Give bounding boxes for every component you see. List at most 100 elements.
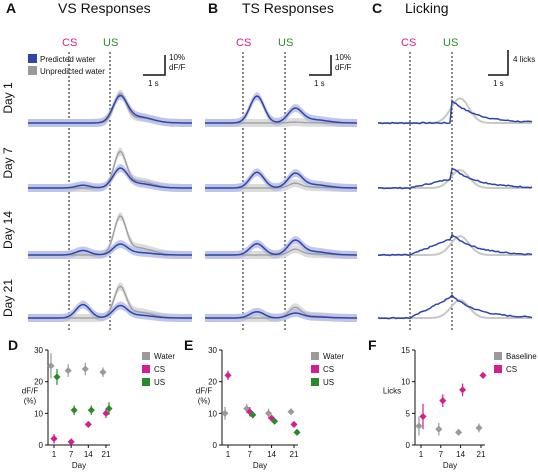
- panel-d-ytick-label-30: 30: [34, 346, 43, 355]
- trace-b-day-14-predicted-line: [205, 239, 357, 256]
- panel-f-ytick-label-10: 10: [401, 378, 410, 387]
- scalebar-b-y: 10%: [335, 53, 351, 62]
- panel-e-water-point-1: [221, 409, 229, 417]
- us-label-b: US: [278, 37, 293, 49]
- panel-d-legend-label-us: US: [154, 378, 165, 387]
- panel-f-cs-point-14: [459, 386, 467, 394]
- panel-e-water-point-14: [265, 409, 273, 417]
- panel-e-xtick-label-7: 7: [248, 450, 253, 459]
- panel-d-xtick-label-14: 14: [84, 450, 93, 459]
- panel-f-baseline-point-21: [475, 424, 483, 432]
- trace-a-day-21-predicted-band: [28, 300, 192, 322]
- panel-e-legend-swatch-us: [311, 378, 319, 386]
- panel-e-ytick-label-10: 10: [208, 409, 217, 418]
- panel-d-ytick-label-20: 20: [34, 378, 43, 387]
- panel-f-legend-label-cs: CS: [506, 365, 517, 374]
- panel-d-legend-swatch-water: [142, 352, 150, 360]
- panel-d-water-point-21: [99, 368, 107, 376]
- panel-e-xtick-label-14: 14: [267, 450, 276, 459]
- legend-swatch-unpredicted: [28, 66, 37, 75]
- panel-f-baseline-point-1: [415, 422, 423, 430]
- panel-e-xtick-label-21: 21: [290, 450, 299, 459]
- panel-title-a: VS Responses: [58, 0, 151, 16]
- panel-letter-a: A: [6, 0, 16, 16]
- panel-e-ytick-label-30: 30: [208, 346, 217, 355]
- cs-label-c: CS: [401, 37, 416, 49]
- panel-e-cs-point-21: [290, 420, 298, 428]
- panel-d-xlabel: Day: [72, 461, 86, 470]
- panel-f-xtick-label-7: 7: [439, 450, 444, 459]
- panel-d-ylabel: (%): [24, 397, 37, 406]
- panel-d-legend-label-cs: CS: [154, 365, 165, 374]
- cs-label-a: CS: [62, 37, 77, 49]
- panel-e-legend-label-water: Water: [323, 352, 344, 361]
- day-label-14: Day 14: [1, 211, 15, 249]
- panel-f-xtick-label-21: 21: [477, 450, 486, 459]
- scalebar-lines: [143, 50, 509, 76]
- trace-a-day-21-unpredicted-band: [28, 282, 192, 322]
- panel-d-legend-swatch-us: [142, 378, 150, 386]
- scalebar-c-x: 1 s: [493, 79, 504, 88]
- panel-d-water-point-14: [81, 365, 89, 373]
- panel-d-us-point-21: [105, 405, 113, 413]
- panel-f-ylabel: Licks: [383, 387, 401, 396]
- panel-f-ytick-label-0: 0: [406, 441, 411, 450]
- panel-f-xlabel: Day: [443, 461, 457, 470]
- day-label-21: Day 21: [1, 279, 15, 317]
- scalebar-a-y2: dF/F: [169, 63, 186, 72]
- day-label-1: Day 1: [1, 82, 15, 114]
- panel-d-us-point-7: [70, 406, 78, 414]
- panel-f-legend-swatch-cs: [494, 365, 502, 373]
- panel-d-cs-point-14: [84, 420, 92, 428]
- panel-e-xlabel: Day: [253, 461, 267, 470]
- trace-a-day-21-predicted-line: [28, 303, 192, 319]
- trace-panels: [28, 89, 533, 322]
- trace-b-day-21-predicted-band: [205, 307, 357, 322]
- scalebar-a-x: 1 s: [148, 79, 159, 88]
- trace-c-day-21-predicted-line: [377, 294, 533, 320]
- panel-e-legend-label-cs: CS: [323, 365, 334, 374]
- panel-title-b: TS Responses: [242, 0, 334, 16]
- trace-b-day-21-predicted-line: [205, 310, 357, 319]
- panel-d-us-point-1: [53, 373, 61, 381]
- panel-f-cs-point-7: [439, 397, 447, 405]
- legend-label-unpredicted: Unpredicted water: [40, 67, 105, 76]
- trace-a-day-1-predicted-band: [28, 91, 192, 127]
- panel-e-xtick-label-1: 1: [226, 450, 231, 459]
- legend-label-predicted: Predicted water: [40, 55, 96, 64]
- trace-a-day-14-unpredicted-band: [28, 211, 192, 259]
- scalebar-a-y: 10%: [169, 53, 185, 62]
- panel-f-xtick-label-14: 14: [456, 450, 465, 459]
- panel-e-ylabel: (%): [198, 397, 211, 406]
- panel-f-baseline-point-7: [435, 425, 443, 433]
- panel-f-ytick-label-5: 5: [406, 409, 411, 418]
- trace-c-day-14-unpredicted-line: [378, 235, 532, 256]
- day-label-7: Day 7: [1, 147, 15, 179]
- panel-e-ylabel: dF/F: [196, 387, 213, 396]
- panel-title-c: Licking: [405, 0, 449, 16]
- panel-f-ytick-label-15: 15: [401, 346, 410, 355]
- trace-b-day-7-predicted-line: [205, 171, 357, 189]
- trace-c-day-1-unpredicted-line: [378, 97, 532, 124]
- panel-d-cs-point-7: [67, 438, 75, 446]
- panel-d-legend-swatch-cs: [142, 365, 150, 373]
- panel-f-baseline-point-14: [455, 428, 463, 436]
- panel-f-cs-point-1: [419, 412, 427, 421]
- panel-d-water-point-1: [47, 362, 55, 370]
- panel-d-xtick-label-21: 21: [102, 450, 111, 459]
- panel-d-legend-label-water: Water: [154, 352, 175, 361]
- us-label-a: US: [103, 37, 118, 49]
- panel-f-legend-swatch-baseline: [494, 352, 502, 360]
- panel-letter-f: F: [368, 337, 377, 353]
- trace-a-day-7-unpredicted-band: [28, 147, 192, 192]
- panel-e-legend-swatch-water: [311, 352, 319, 360]
- panel-d-cs-point-1: [50, 435, 58, 443]
- panel-f-xtick-label-1: 1: [419, 450, 424, 459]
- cs-label-b: CS: [236, 37, 251, 49]
- trace-c-day-14-predicted-line: [377, 233, 533, 257]
- trace-c-day-7-predicted-line: [377, 167, 533, 190]
- panel-e-ytick-label-20: 20: [208, 378, 217, 387]
- scalebar-b-y2: dF/F: [335, 63, 352, 72]
